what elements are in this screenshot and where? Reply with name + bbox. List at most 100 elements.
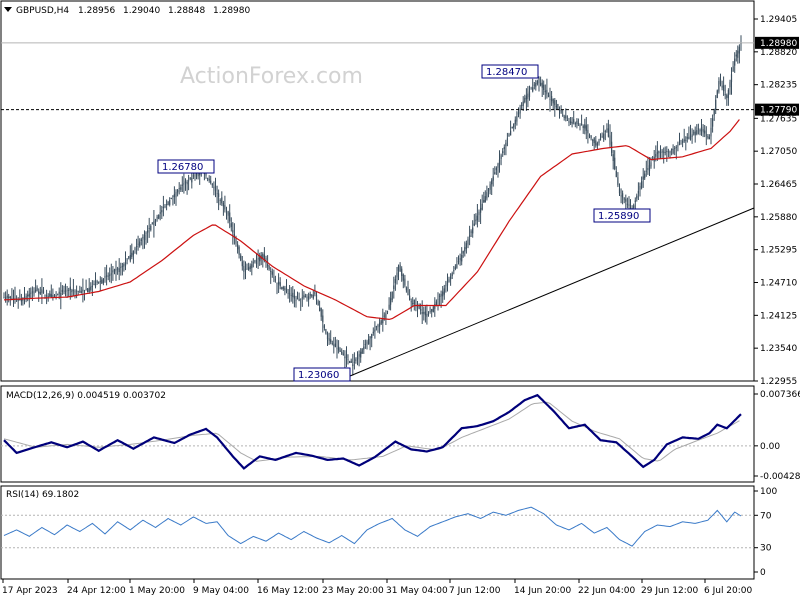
svg-text:24 Apr 12:00: 24 Apr 12:00 bbox=[67, 586, 126, 596]
candle bbox=[718, 77, 720, 94]
candle bbox=[568, 117, 570, 127]
candle bbox=[33, 287, 35, 297]
candle bbox=[270, 267, 272, 284]
candle bbox=[511, 126, 513, 129]
candle bbox=[290, 287, 292, 302]
candle bbox=[371, 333, 373, 348]
candle bbox=[104, 267, 106, 283]
svg-text:1 May 20:00: 1 May 20:00 bbox=[129, 586, 185, 596]
candle bbox=[233, 223, 235, 245]
candle bbox=[161, 205, 163, 219]
candle bbox=[317, 299, 319, 306]
candle bbox=[626, 197, 628, 209]
candle bbox=[705, 126, 707, 146]
candle bbox=[222, 200, 224, 216]
candle bbox=[102, 278, 104, 286]
candle bbox=[696, 124, 698, 136]
candle bbox=[478, 209, 480, 222]
candle bbox=[255, 253, 258, 268]
candle bbox=[3, 292, 5, 299]
time-tick: 22 Jun 04:00 bbox=[578, 579, 635, 596]
candle bbox=[552, 98, 554, 111]
candle bbox=[516, 111, 518, 126]
time-tick: 9 May 04:00 bbox=[193, 579, 249, 596]
candle bbox=[603, 125, 605, 142]
price-tick: 1.24710 bbox=[754, 279, 797, 289]
candle bbox=[112, 266, 114, 281]
candle bbox=[345, 346, 348, 368]
callout-high-june: 1.28470 bbox=[481, 64, 539, 79]
candle bbox=[315, 291, 318, 305]
candle bbox=[248, 262, 250, 271]
svg-text:1.25890: 1.25890 bbox=[598, 211, 639, 222]
time-tick: 23 May 20:00 bbox=[322, 579, 384, 596]
candle bbox=[49, 290, 51, 297]
candle bbox=[726, 93, 728, 106]
candle bbox=[402, 273, 404, 289]
symbol-label: GBPUSD,H4 bbox=[16, 6, 69, 16]
candle bbox=[401, 266, 403, 282]
candle bbox=[156, 214, 158, 222]
candle bbox=[309, 291, 311, 299]
candle bbox=[611, 131, 613, 157]
candle bbox=[355, 357, 357, 364]
candle bbox=[72, 279, 74, 296]
candle bbox=[252, 258, 254, 268]
candle bbox=[612, 150, 614, 170]
candle bbox=[607, 119, 609, 138]
candle bbox=[541, 79, 543, 97]
candle bbox=[456, 257, 458, 269]
svg-text:1.24710: 1.24710 bbox=[760, 279, 797, 289]
candle bbox=[519, 104, 521, 119]
rsi-panel: RSI(14) 69.1802 100 70 30 0 bbox=[0, 485, 777, 580]
low-value: 1.28848 bbox=[168, 6, 205, 16]
candle bbox=[131, 243, 133, 260]
macd-tick: 0.007366 bbox=[754, 390, 800, 400]
candle bbox=[459, 253, 461, 266]
candle bbox=[379, 317, 381, 334]
candle bbox=[76, 285, 78, 299]
candle bbox=[462, 250, 464, 258]
candle bbox=[303, 291, 305, 300]
candle bbox=[442, 286, 444, 303]
candle bbox=[353, 352, 355, 370]
candle bbox=[374, 321, 376, 339]
symbol-dropdown-icon[interactable] bbox=[4, 7, 12, 12]
candle bbox=[251, 260, 253, 276]
candle bbox=[405, 286, 407, 293]
candle bbox=[169, 197, 171, 207]
candle bbox=[492, 167, 494, 187]
candle bbox=[285, 279, 288, 294]
time-tick: 1 May 20:00 bbox=[129, 579, 185, 596]
candle bbox=[11, 288, 13, 301]
candle bbox=[274, 275, 276, 283]
candle bbox=[120, 262, 122, 276]
candle bbox=[494, 166, 496, 175]
candle bbox=[61, 285, 63, 295]
callout-low-may: 1.23060 bbox=[293, 367, 351, 382]
rsi-tick: 70 bbox=[754, 511, 772, 521]
candle bbox=[622, 190, 624, 205]
candle bbox=[637, 182, 639, 200]
candle bbox=[472, 220, 474, 238]
candle bbox=[669, 150, 671, 159]
candle bbox=[454, 264, 456, 271]
candle bbox=[113, 268, 116, 275]
candle bbox=[647, 156, 649, 175]
candle bbox=[214, 177, 217, 198]
candle bbox=[721, 80, 723, 91]
candle bbox=[677, 141, 679, 152]
candle bbox=[158, 214, 160, 220]
candle bbox=[356, 351, 359, 366]
candle bbox=[276, 282, 278, 295]
candle bbox=[273, 269, 275, 283]
svg-text:29 Jun 12:00: 29 Jun 12:00 bbox=[641, 586, 698, 596]
candle bbox=[457, 255, 460, 265]
candle bbox=[723, 76, 725, 96]
candle bbox=[614, 150, 616, 171]
candle bbox=[475, 213, 477, 225]
candle bbox=[565, 108, 567, 122]
candle bbox=[498, 150, 501, 173]
svg-text:6 Jul 20:00: 6 Jul 20:00 bbox=[704, 586, 753, 596]
svg-text:1.27790: 1.27790 bbox=[760, 106, 797, 116]
